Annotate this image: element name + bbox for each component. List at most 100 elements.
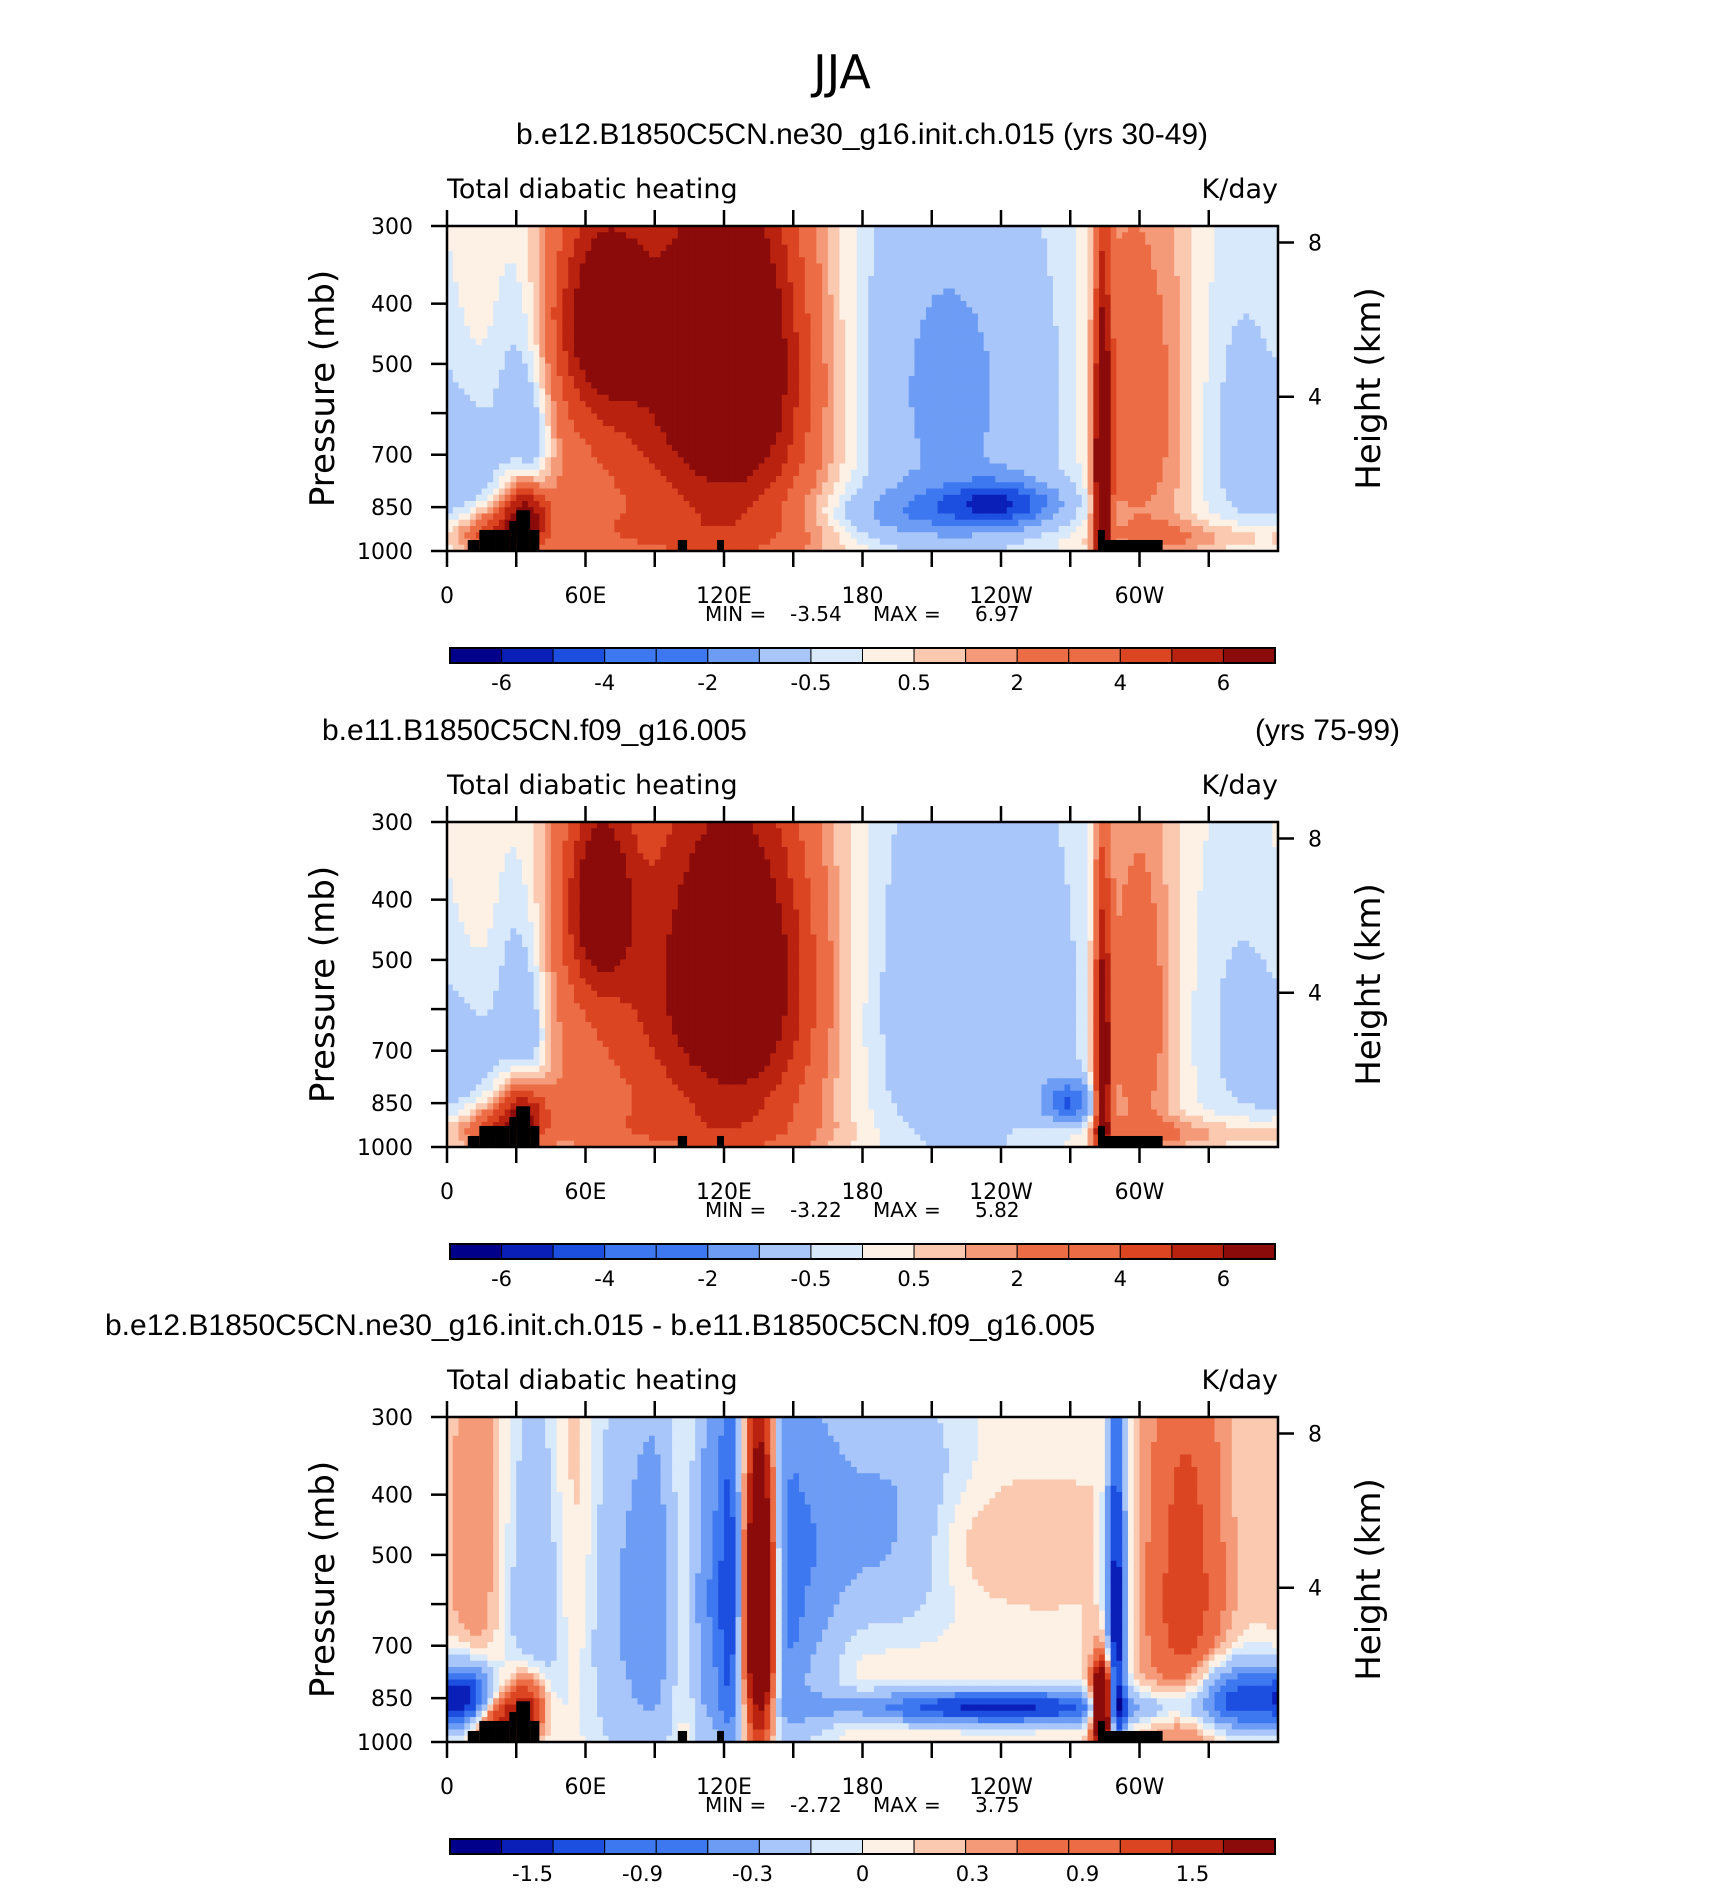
heatmap-cell (1076, 263, 1083, 271)
heatmap-cell (1133, 326, 1141, 333)
heatmap-cell (908, 326, 916, 333)
heatmap-cell (522, 338, 529, 346)
heatmap-cell (579, 263, 587, 271)
heatmap-cell (1260, 288, 1268, 296)
heatmap-cell (850, 419, 858, 427)
heatmap-cell (550, 282, 558, 290)
heatmap-cell (475, 394, 483, 402)
heatmap-cell (1156, 407, 1164, 415)
heatmap-cell (1179, 432, 1187, 440)
heatmap-cell (724, 401, 731, 408)
heatmap-cell (568, 394, 575, 402)
heatmap-cell (995, 232, 1002, 240)
heatmap-cell (643, 413, 650, 421)
heatmap-cell (839, 376, 846, 383)
heatmap-cell (937, 363, 944, 371)
heatmap-cell (908, 244, 916, 252)
heatmap-cell (1006, 382, 1014, 390)
heatmap-cell (977, 238, 985, 246)
heatmap-cell (498, 326, 506, 333)
heatmap-cell (533, 357, 540, 365)
heatmap-cell (949, 438, 956, 446)
heatmap-cell (573, 369, 581, 377)
heatmap-cell (504, 438, 512, 446)
heatmap-cell (614, 238, 621, 246)
heatmap-cell (995, 369, 1002, 377)
heatmap-cell (487, 226, 494, 233)
heatmap-cell (845, 394, 852, 402)
heatmap-cell (700, 276, 708, 283)
heatmap-cell (672, 301, 679, 308)
heatmap-cell (539, 401, 546, 408)
heatmap-cell (943, 351, 950, 358)
heatmap-cell (493, 263, 500, 271)
heatmap-cell (902, 357, 910, 365)
heatmap-cell (487, 344, 494, 352)
heatmap-cell (1237, 313, 1244, 321)
heatmap-cell (897, 382, 904, 390)
heatmap-cell (770, 269, 777, 277)
heatmap-cell (1266, 413, 1273, 421)
heatmap-cell (700, 369, 708, 377)
heatmap-cell (977, 244, 985, 252)
heatmap-cell (597, 357, 604, 365)
heatmap-cell (1127, 401, 1135, 408)
heatmap-cell (850, 357, 858, 365)
heatmap-cell (1254, 288, 1262, 296)
heatmap-cell (700, 294, 708, 302)
heatmap-cell (781, 432, 789, 440)
heatmap-cell (447, 332, 454, 340)
heatmap-cell (1139, 401, 1146, 408)
heatmap-cell (983, 413, 991, 421)
heatmap-cell (712, 413, 719, 421)
heatmap-cell (1214, 313, 1221, 321)
heatmap-cell (672, 276, 679, 283)
heatmap-cell (816, 232, 823, 240)
heatmap-cell (625, 413, 633, 421)
heatmap-cell (781, 438, 789, 446)
heatmap-cell (475, 338, 483, 346)
heatmap-cell (660, 226, 667, 233)
heatmap-cell (1070, 269, 1077, 277)
heatmap-cell (816, 382, 823, 390)
heatmap-cell (573, 419, 581, 427)
heatmap-cell (672, 226, 679, 233)
heatmap-cell (1249, 244, 1256, 252)
heatmap-cell (1243, 263, 1250, 271)
heatmap-cell (972, 413, 979, 421)
heatmap-cell (585, 251, 592, 258)
heatmap-cell (908, 401, 916, 408)
heatmap-cell (1064, 301, 1071, 308)
heatmap-cell (695, 426, 702, 433)
heatmap-cell (960, 394, 967, 402)
heatmap-cell (977, 294, 985, 302)
heatmap-cell (856, 419, 864, 427)
heatmap-cell (1052, 351, 1060, 358)
heatmap-cell (522, 294, 529, 302)
heatmap-cell (447, 244, 454, 252)
heatmap-cell (729, 394, 737, 402)
heatmap-cell (1185, 357, 1193, 365)
heatmap-cell (960, 363, 967, 371)
heatmap-cell (850, 244, 858, 252)
heatmap-cell (1024, 369, 1031, 377)
heatmap-cell (706, 426, 714, 433)
heatmap-cell (689, 369, 696, 377)
heatmap-cell (983, 426, 991, 433)
heatmap-cell (1047, 276, 1054, 283)
heatmap-cell (897, 388, 904, 396)
heatmap-cell (458, 276, 465, 283)
heatmap-cell (579, 307, 587, 315)
heatmap-cell (752, 319, 760, 327)
heatmap-cell (729, 319, 737, 327)
heatmap-cell (833, 394, 841, 402)
heatmap-cell (631, 269, 639, 277)
heatmap-cell (556, 288, 564, 296)
heatmap-cell (504, 244, 512, 252)
heatmap-cell (654, 338, 662, 346)
heatmap-cell (1231, 382, 1239, 390)
heatmap-cell (481, 251, 488, 258)
heatmap-cell (1012, 419, 1019, 427)
heatmap-cell (960, 344, 967, 352)
heatmap-cell (1076, 401, 1083, 408)
